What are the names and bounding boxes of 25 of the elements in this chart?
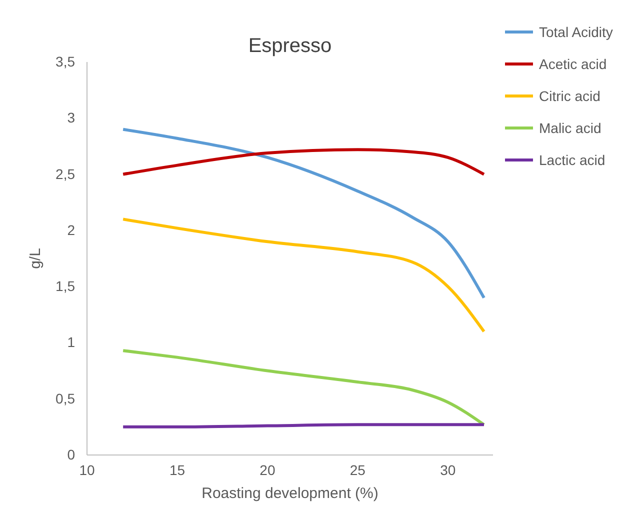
x-tick-label: 15 (169, 462, 186, 478)
y-tick-label: 3 (67, 110, 76, 126)
legend-label: Citric acid (539, 88, 600, 104)
line-series (122, 148, 486, 176)
x-tick-label: 10 (79, 462, 95, 478)
y-tick-label: 0,5 (56, 390, 76, 406)
y-tick-label: 1,5 (56, 278, 76, 294)
x-tick-label: 30 (440, 462, 456, 478)
y-tick-label: 1 (67, 334, 76, 350)
x-tick-label: 20 (260, 462, 276, 478)
y-tick-label: 2 (67, 222, 76, 238)
x-axis-title: Roasting development (%) (202, 485, 378, 502)
legend-label: Malic acid (539, 120, 602, 136)
legend-label: Acetic acid (539, 56, 607, 72)
legend-label: Lactic acid (539, 152, 606, 168)
legend-label: Total Acidity (539, 24, 613, 40)
line-series (122, 349, 486, 426)
y-tick-label: 2,5 (56, 166, 76, 182)
chart-title: Espresso (248, 35, 332, 57)
line-series (122, 218, 486, 333)
y-axis-title: g/L (27, 248, 44, 269)
line-series (122, 128, 486, 300)
y-tick-label: 3,5 (56, 53, 76, 70)
x-tick-label: 25 (350, 462, 366, 478)
y-tick-label: 0 (67, 446, 76, 462)
